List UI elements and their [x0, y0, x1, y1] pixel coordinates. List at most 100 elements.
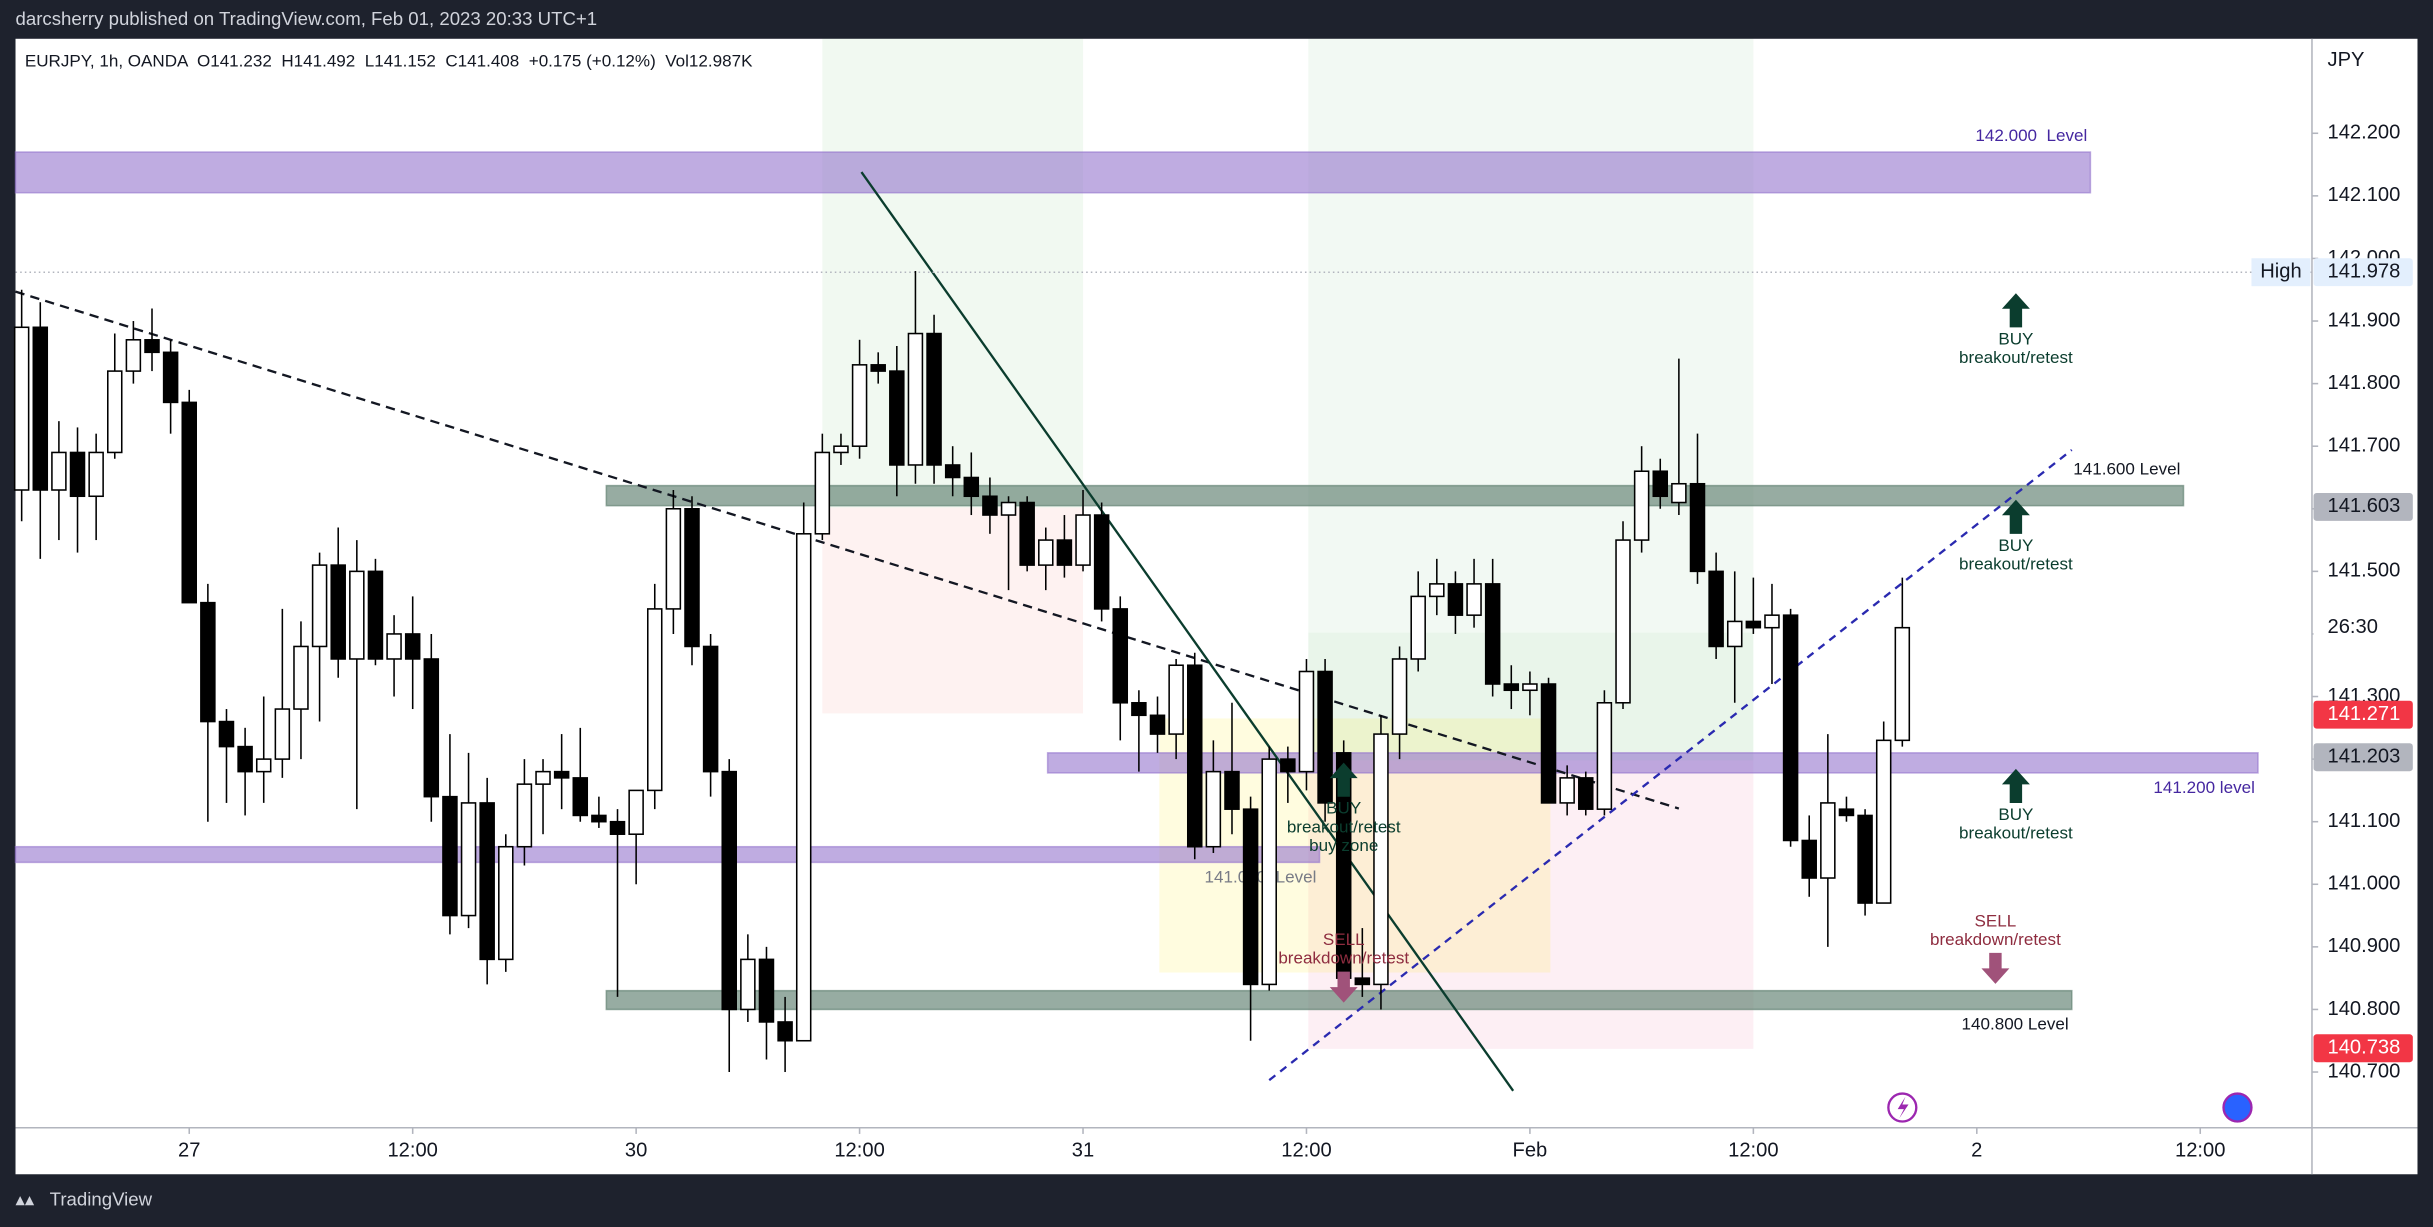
countdown: 26:30 [2327, 616, 2377, 638]
y-tick-label: 141.100 [2327, 810, 2400, 832]
candle-body [1596, 702, 1613, 810]
lightning [1897, 1096, 1909, 1119]
y-tick-label: 140.700 [2327, 1060, 2400, 1082]
candle-body [1708, 570, 1724, 648]
level-label: 141.000 Level [1205, 867, 1317, 886]
candle-body [1000, 501, 1017, 516]
candle-body [144, 339, 160, 354]
candle-body [386, 633, 402, 660]
candle-body [1224, 770, 1240, 810]
symbol-legend: EURJPY, 1h, OANDA O141.232 H141.492 L141… [25, 52, 753, 71]
candle-body [740, 958, 756, 1011]
annotation-text: SELL [1323, 930, 1365, 949]
candle-body [1205, 770, 1222, 848]
candle-body [1019, 501, 1035, 566]
price-label-bg [2313, 492, 2413, 521]
candle-body [1149, 714, 1166, 735]
candle-body [1801, 839, 1817, 879]
y-tick-label: 141.700 [2327, 435, 2400, 457]
level-zone [605, 484, 2185, 507]
candle-body [1280, 758, 1296, 773]
candle-body [1261, 758, 1277, 986]
candle-body [442, 795, 458, 917]
candle-body [1745, 620, 1762, 629]
y-tick-label: 141.500 [2327, 560, 2400, 582]
candle-body [1503, 683, 1520, 692]
x-tick-label: 12:00 [834, 1139, 884, 1161]
candle-body [1820, 802, 1836, 879]
x-tick-label: 12:00 [1728, 1139, 1778, 1161]
candle-body [628, 789, 644, 835]
candle-body [69, 451, 86, 498]
price-label: 141.978 [2327, 261, 2400, 283]
level-zone [14, 845, 1321, 864]
annotation-text: breakdown/retest [1930, 930, 2061, 949]
y-tick-label: 142.100 [2327, 184, 2400, 206]
arrow-down [1981, 952, 2010, 984]
candle-body [1633, 470, 1650, 541]
price-label: 140.738 [2327, 1037, 2400, 1059]
candle-body [1186, 664, 1203, 848]
candle-body [1298, 670, 1315, 773]
globe-icon[interactable] [2222, 1092, 2253, 1123]
candle-body [479, 802, 495, 961]
candle-body [870, 364, 886, 372]
x-tick-label: 2 [1971, 1139, 1982, 1161]
candle-body [218, 720, 235, 748]
candle-body [32, 326, 49, 491]
candle-body [982, 495, 998, 516]
candle-body [200, 601, 216, 723]
candle-body [1131, 702, 1147, 717]
y-tick-label: 140.900 [2327, 935, 2400, 957]
candle-body [125, 339, 142, 372]
candle-body [181, 401, 198, 604]
alert-icon[interactable] [1887, 1092, 1918, 1123]
tag-bg [2251, 258, 2311, 287]
candle-body [1578, 777, 1594, 810]
annotation-text: buy zone [1309, 836, 1378, 855]
candle-body [1038, 539, 1054, 566]
trendline [1268, 449, 2073, 1082]
candle-body [1726, 620, 1743, 648]
candle-body [255, 758, 272, 773]
price-label-bg [2313, 700, 2413, 729]
candle-body [13, 326, 30, 491]
price-label-bg [2313, 258, 2413, 287]
candle-body [349, 570, 365, 660]
candle-body [1540, 683, 1557, 804]
candle-body [1093, 514, 1110, 610]
arrow-up [2001, 768, 2030, 804]
candle-body [1447, 583, 1464, 616]
candle-body [795, 533, 812, 1042]
y-tick-label: 141.000 [2327, 873, 2400, 895]
candle-body [944, 464, 961, 479]
candle-body [963, 476, 980, 498]
candle-body [1429, 583, 1445, 598]
candle-body [646, 608, 663, 792]
level-zone [14, 151, 2092, 194]
candle-body [926, 332, 942, 466]
candle-body [1652, 470, 1669, 498]
candle-body [1391, 658, 1408, 735]
level-label: 141.600 Level [2073, 460, 2180, 479]
candle-body [460, 802, 477, 917]
x-tick-label: 12:00 [1281, 1139, 1331, 1161]
candle-body [274, 708, 291, 760]
candle-body [609, 820, 626, 835]
annotation-text: breakout/retest [1287, 817, 1401, 836]
candle-body [1522, 683, 1538, 692]
candle-body [721, 770, 737, 1011]
candle-body [1857, 814, 1873, 904]
candle-body [1056, 539, 1073, 566]
tag-label: High [2260, 261, 2301, 283]
x-tick-label: 12:00 [2175, 1139, 2225, 1161]
x-tick-label: Feb [1513, 1139, 1548, 1161]
candle-body [237, 745, 253, 773]
candle-body [1466, 583, 1482, 616]
x-tick-label: 12:00 [387, 1139, 437, 1161]
candle-body [1689, 482, 1706, 573]
published: darcsherry published on TradingView.com,… [16, 8, 598, 29]
candle-body [572, 777, 589, 817]
candle-body [1875, 739, 1892, 904]
price-label: 141.203 [2327, 746, 2400, 768]
